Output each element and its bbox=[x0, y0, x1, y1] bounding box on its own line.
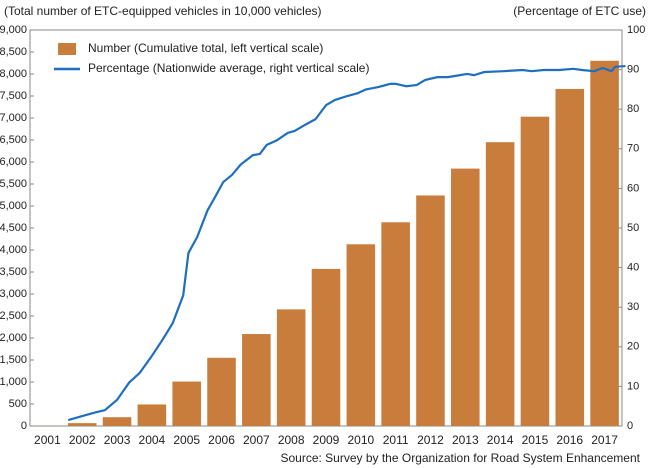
line bbox=[68, 64, 626, 422]
y2-tick-label: 0 bbox=[627, 420, 633, 432]
y-tick-label: 4,000 bbox=[0, 244, 27, 256]
x-tick-label: 2001 bbox=[34, 433, 61, 447]
bar bbox=[67, 423, 97, 426]
y-tick-label: 7,000 bbox=[0, 112, 27, 124]
right-axis-label: (Percentage of ETC use) bbox=[513, 4, 646, 18]
x-tick-label: 2015 bbox=[522, 433, 549, 447]
x-tick-label: 2014 bbox=[487, 433, 514, 447]
bar bbox=[102, 417, 132, 426]
y2-tick-label: 30 bbox=[627, 301, 639, 313]
y-tick-label: 2,500 bbox=[0, 310, 27, 322]
y-tick-label: 8,500 bbox=[0, 46, 27, 58]
y-tick-label: 0 bbox=[21, 420, 27, 432]
bar bbox=[416, 195, 445, 426]
y-tick-label: 4,500 bbox=[0, 222, 27, 234]
x-tick-label: 2011 bbox=[383, 433, 409, 447]
x-tick-label: 2005 bbox=[173, 433, 200, 447]
bar bbox=[451, 168, 480, 426]
y-tick-label: 2,000 bbox=[0, 332, 27, 344]
x-tick-label: 2009 bbox=[313, 433, 340, 447]
y2-tick-label: 80 bbox=[627, 103, 639, 115]
y2-tick-label: 40 bbox=[627, 262, 639, 274]
legend-label: Percentage (Nationwide average, right ve… bbox=[88, 61, 369, 75]
x-tick-label: 2008 bbox=[278, 433, 305, 447]
y-tick-label: 7,500 bbox=[0, 90, 27, 102]
x-tick-label: 2006 bbox=[208, 433, 235, 447]
y2-tick-label: 70 bbox=[627, 143, 639, 155]
bar bbox=[242, 334, 271, 426]
x-tick-label: 2016 bbox=[556, 433, 583, 447]
y2-tick-label: 50 bbox=[627, 222, 639, 234]
y-tick-label: 6,500 bbox=[0, 134, 27, 146]
bar bbox=[137, 404, 167, 426]
legend-swatch bbox=[58, 43, 76, 55]
y-tick-label: 5,500 bbox=[0, 178, 27, 190]
source: Source: Survey by the Organization for R… bbox=[280, 451, 640, 465]
y2-tick-label: 90 bbox=[627, 64, 639, 76]
y2-tick-label: 100 bbox=[627, 24, 645, 36]
x-tick-label: 2007 bbox=[243, 433, 270, 447]
y-tick-label: 8,000 bbox=[0, 68, 27, 80]
x-tick-label: 2012 bbox=[417, 433, 444, 447]
bar bbox=[276, 309, 306, 426]
bar bbox=[172, 381, 201, 426]
y-tick-label: 1,500 bbox=[0, 354, 27, 366]
bar bbox=[555, 88, 585, 427]
bar bbox=[381, 222, 410, 426]
x-tick-label: 2017 bbox=[591, 433, 618, 447]
y2-tick-label: 10 bbox=[627, 380, 639, 392]
bar bbox=[485, 142, 515, 426]
x-tick-label: 2002 bbox=[69, 433, 96, 447]
y-tick-label: 6,000 bbox=[0, 156, 27, 168]
y-tick-label: 9,000 bbox=[0, 24, 27, 36]
bar bbox=[311, 268, 341, 426]
bar bbox=[207, 357, 236, 426]
left-axis-label: (Total number of ETC-equipped vehicles i… bbox=[4, 4, 322, 18]
y-tick-label: 3,500 bbox=[0, 266, 27, 278]
x-tick-label: 2004 bbox=[139, 433, 166, 447]
x-tick-label: 2003 bbox=[104, 433, 131, 447]
y-tick-label: 5,000 bbox=[0, 200, 27, 212]
legend-label: Number (Cumulative total, left vertical … bbox=[88, 41, 323, 55]
y2-tick-label: 20 bbox=[627, 341, 639, 353]
bar bbox=[520, 116, 550, 427]
bar bbox=[346, 244, 376, 426]
bar bbox=[590, 60, 619, 427]
y-tick-label: 3,000 bbox=[0, 288, 27, 300]
x-tick-label: 2010 bbox=[347, 433, 374, 447]
x-tick-label: 2013 bbox=[452, 433, 479, 447]
y-tick-label: 500 bbox=[9, 398, 27, 410]
y-tick-label: 1,000 bbox=[0, 376, 27, 388]
y2-tick-label: 60 bbox=[627, 182, 639, 194]
